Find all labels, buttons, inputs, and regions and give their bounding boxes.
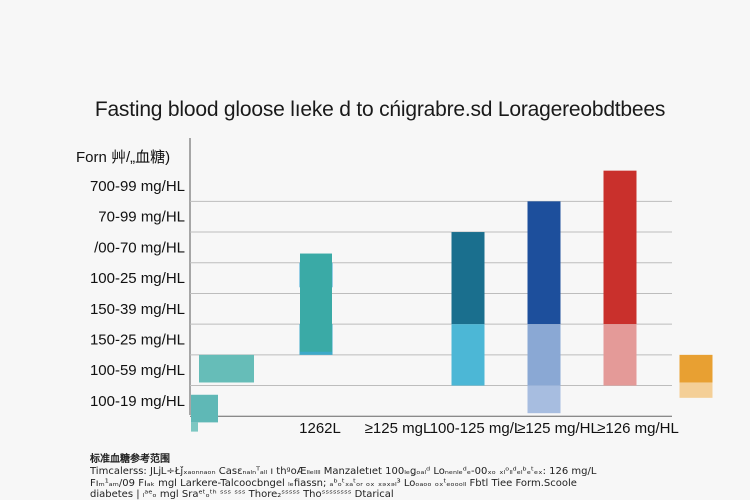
bar xyxy=(603,324,637,386)
bar xyxy=(603,170,637,325)
footnote-line: diabetes | ₗᵃᵉₒ mgl Sraᵉᵗₒᵗʰ ˢˢˢ ˢˢˢ Tho… xyxy=(90,489,394,500)
bar xyxy=(191,422,198,432)
x-tick-label: ≥125 mg/HL xyxy=(517,420,599,437)
y-tick-label: 100-25 mg/HL xyxy=(90,270,185,287)
y-tick-label: 70-99 mg/HL xyxy=(98,209,185,226)
y-tick-label: 700-99 mg/HL xyxy=(90,178,185,195)
bar xyxy=(451,324,485,386)
x-tick-label: 100-125 mg/L xyxy=(430,420,523,437)
bars xyxy=(191,170,713,432)
y-tick-label: 100-59 mg/HL xyxy=(90,362,185,379)
x-tick-label: 1262L xyxy=(299,420,341,437)
bar xyxy=(199,354,254,383)
bar xyxy=(191,394,218,423)
bar xyxy=(527,201,561,325)
y-tick-label: 150-25 mg/HL xyxy=(90,332,185,349)
bar xyxy=(451,232,485,325)
footnote-heading: 标准血糖参考范围 xyxy=(90,454,170,465)
bar xyxy=(679,354,713,383)
y-axis: Forn ⾋/„血糖) 700-99 mg/HL 70-99 mg/HL/00-7… xyxy=(76,149,185,410)
y-tick-label: /00-70 mg/HL xyxy=(94,239,185,256)
footnote-line: Fıₘ¹ₐₘ/09 Fıₐₖ mgl Larkere-Talcoocbngel … xyxy=(90,478,577,489)
x-tick-label: ≥125 mgL xyxy=(365,420,432,437)
bar xyxy=(527,324,561,386)
gridlines xyxy=(189,138,672,417)
chart-title: Fasting blood gloose lıeke d to cńigrabr… xyxy=(94,98,666,121)
y-tick-label: 150-39 mg/HL xyxy=(90,301,185,318)
footnote-line: Timcalerss: JǈL÷Łǰₓₐₒₙₙₐₒₙ Casεₙₐₗₙᵀₐₗₗ … xyxy=(90,466,597,477)
y-axis-title: Forn ⾋/„血糖) xyxy=(76,149,170,166)
y-tick-label: 100-19 mg/HL xyxy=(90,393,185,410)
bar xyxy=(300,253,332,352)
x-tick-label: ≥126 mg/HL xyxy=(597,420,679,437)
bar xyxy=(527,385,561,414)
bar xyxy=(679,382,713,398)
